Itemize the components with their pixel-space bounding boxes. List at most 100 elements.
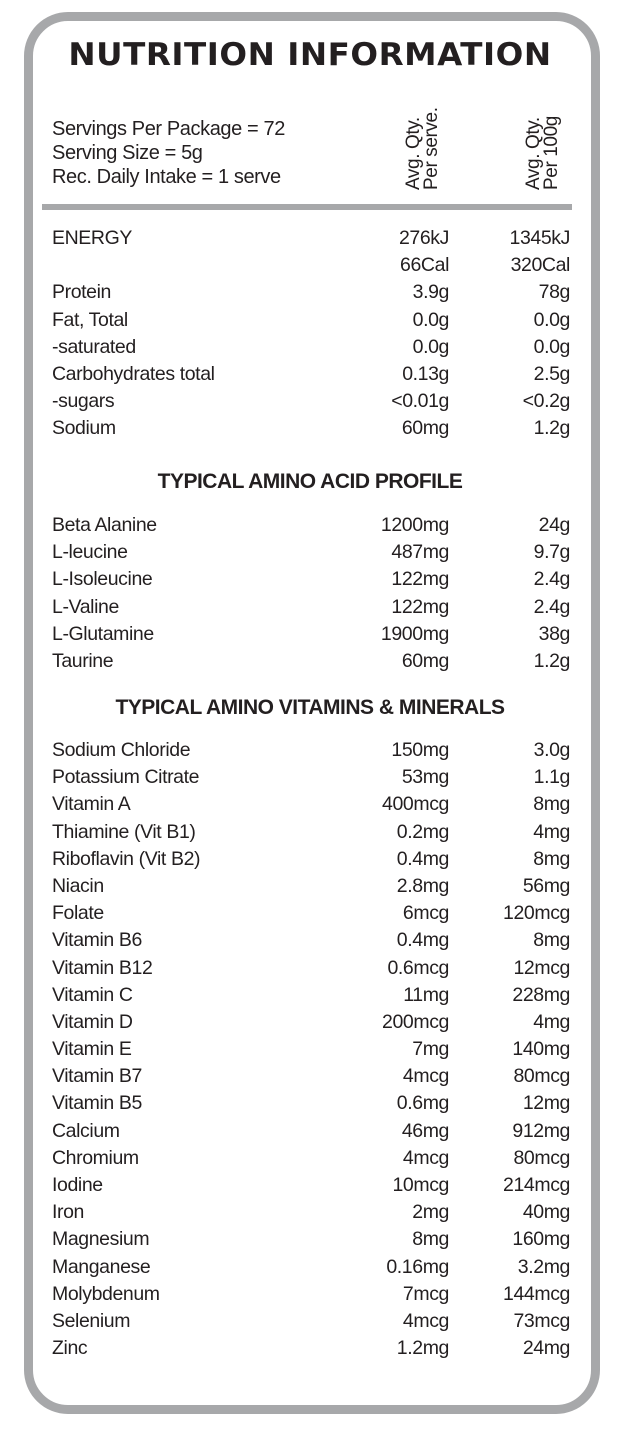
per-serve-value: 4mcg — [402, 1146, 449, 1169]
per-serve-value: 200mcg — [382, 1010, 449, 1033]
table-row: L-leucine 487mg 9.7g — [52, 539, 572, 566]
per-serve-value: 0.13g — [402, 362, 449, 385]
table-row: Sodium Chloride 150mg 3.0g — [52, 737, 572, 764]
nutrient-name: Vitamin B5 — [52, 1092, 142, 1115]
per-100g-value: 8mg — [533, 847, 570, 870]
per-100g-value: 8mg — [533, 793, 570, 816]
nutrient-name: L-Valine — [52, 595, 119, 618]
per-serve-value: 1900mg — [380, 622, 449, 645]
nutrient-name: Vitamin B7 — [52, 1065, 142, 1088]
nutrient-name: Iodine — [52, 1174, 103, 1196]
per-100g-value: 912mg — [512, 1119, 570, 1142]
nutrient-name: ENERGY — [52, 227, 132, 249]
per-100g-value: 320Cal — [510, 254, 571, 277]
table-row: -saturated 0.0g 0.0g — [52, 334, 572, 361]
per-100g-value: 144mcg — [503, 1282, 570, 1305]
per-100g-value: 40mg — [522, 1201, 571, 1224]
per-serve-value: 4mcg — [402, 1309, 449, 1332]
table-row: Beta Alanine 1200mg 24g — [52, 512, 572, 539]
table-row: Vitamin E 7mg 140mg — [52, 1036, 572, 1063]
nutrient-name: Vitamin D — [52, 1010, 133, 1033]
per-serve-value: 1.2mg — [396, 1337, 450, 1360]
per-serve-value: 0.6mcg — [387, 956, 449, 979]
table-row: Iodine 10mcg 214mcg — [52, 1172, 572, 1199]
daily-intake: Rec. Daily Intake = 1 serve — [52, 166, 281, 188]
nutrient-name: Zinc — [52, 1337, 88, 1360]
nutrition-panel — [24, 12, 600, 1414]
nutrient-name: Vitamin C — [52, 983, 133, 1006]
servings-info: Servings Per Package = 72 Serving Size =… — [52, 117, 285, 189]
per-serve-value: 11mg — [403, 983, 449, 1006]
nutrient-name: Riboflavin (Vit B2) — [52, 847, 201, 870]
per-100g-value: 24mg — [522, 1337, 571, 1360]
column-header-line: Per 100g — [541, 116, 562, 190]
serving-size: Serving Size = 5g — [52, 142, 203, 164]
table-row: Manganese 0.16mg 3.2mg — [52, 1254, 572, 1281]
nutrient-name: Beta Alanine — [52, 514, 157, 536]
table-row: Vitamin B6 0.4mg 8mg — [52, 927, 572, 954]
nutrient-name: Molybdenum — [52, 1282, 160, 1305]
per-100g-value: 12mg — [522, 1092, 571, 1115]
nutrient-name: Sodium Chloride — [52, 739, 191, 761]
column-header-line: Per serve. — [421, 107, 442, 190]
table-row: Vitamin B7 4mcg 80mcg — [52, 1063, 572, 1090]
nutrient-name: Magnesium — [52, 1228, 150, 1251]
per-100g-value: 73mcg — [513, 1309, 570, 1332]
per-serve-value: 6mcg — [402, 902, 449, 925]
nutrient-name: Carbohydrates total — [52, 362, 215, 385]
table-row: Folate 6mcg 120mcg — [52, 900, 572, 927]
per-serve-value: 53mg — [401, 766, 450, 789]
nutrient-name: Calcium — [52, 1119, 120, 1142]
nutrient-name: Sodium — [52, 417, 116, 440]
table-row: Protein 3.9g 78g — [52, 279, 572, 306]
table-row: 66Cal 320Cal — [52, 252, 572, 279]
table-row: Vitamin D 200mcg 4mg — [52, 1009, 572, 1036]
amino-table: Beta Alanine 1200mg 24g L-leucine 487mg 9.7g L… — [52, 512, 572, 675]
table-row: Vitamin B5 0.6mg 12mg — [52, 1090, 572, 1117]
table-row: Iron 2mg 40mg — [52, 1199, 572, 1226]
per-100g-value: 1.2g — [533, 417, 571, 440]
per-100g-value: 0.0g — [533, 335, 571, 358]
per-serve-value: 60mg — [401, 417, 450, 440]
table-row: Calcium 46mg 912mg — [52, 1118, 572, 1145]
nutrient-name: Vitamin E — [52, 1038, 132, 1061]
per-100g-value: 4mg — [533, 820, 570, 843]
per-serve-value: 4mcg — [402, 1065, 449, 1088]
per-100g-value: 80mcg — [513, 1146, 570, 1169]
per-serve-value: 10mcg — [392, 1174, 449, 1196]
servings-per-package: Servings Per Package = 72 — [52, 118, 285, 140]
table-row: Thiamine (Vit B1) 0.2mg 4mg — [52, 819, 572, 846]
page-title: NUTRITION INFORMATION — [68, 37, 552, 73]
per-serve-value: 3.9g — [412, 281, 450, 304]
per-serve-value: 122mg — [391, 595, 449, 618]
table-row: Vitamin A 400mcg 8mg — [52, 791, 572, 818]
table-row: L-Valine 122mg 2.4g — [52, 594, 572, 621]
nutrient-name: Chromium — [52, 1146, 139, 1169]
per-100g-value: 56mg — [522, 874, 571, 897]
table-row: Vitamin C 11mg 228mg — [52, 982, 572, 1009]
per-serve-value: 122mg — [391, 568, 449, 591]
per-serve-value: 60mg — [401, 649, 450, 672]
per-serve-value: 0.6mg — [396, 1092, 450, 1115]
nutrient-name: Selenium — [52, 1309, 131, 1332]
per-100g-value: 120mcg — [503, 902, 570, 925]
per-100g-value: 160mg — [512, 1228, 570, 1251]
per-100g-value: 12mcg — [513, 956, 570, 979]
per-100g-value: 2.4g — [533, 568, 571, 591]
vitamins-table: Sodium Chloride 150mg 3.0g Potassium Citrat… — [52, 737, 572, 1362]
per-100g-value: 0.0g — [533, 308, 571, 331]
nutrient-name: Vitamin A — [52, 793, 131, 816]
header-divider — [42, 204, 572, 210]
per-serve-value: 0.4mg — [396, 929, 450, 952]
nutrient-name: -saturated — [52, 335, 136, 358]
nutrient-name: Vitamin B6 — [52, 929, 142, 952]
per-serve-value: 0.2mg — [396, 820, 450, 843]
per-serve-value: 0.4mg — [396, 847, 450, 870]
per-100g-value: 1.2g — [533, 649, 571, 672]
amino-heading: TYPICAL AMINO ACID PROFILE — [157, 470, 463, 493]
per-serve-value: 46mg — [401, 1119, 450, 1142]
per-100g-value: 2.4g — [533, 595, 571, 618]
per-100g-value: 140mg — [512, 1038, 570, 1061]
per-serve-value: 0.0g — [412, 335, 450, 358]
nutrient-name: Manganese — [52, 1255, 151, 1278]
